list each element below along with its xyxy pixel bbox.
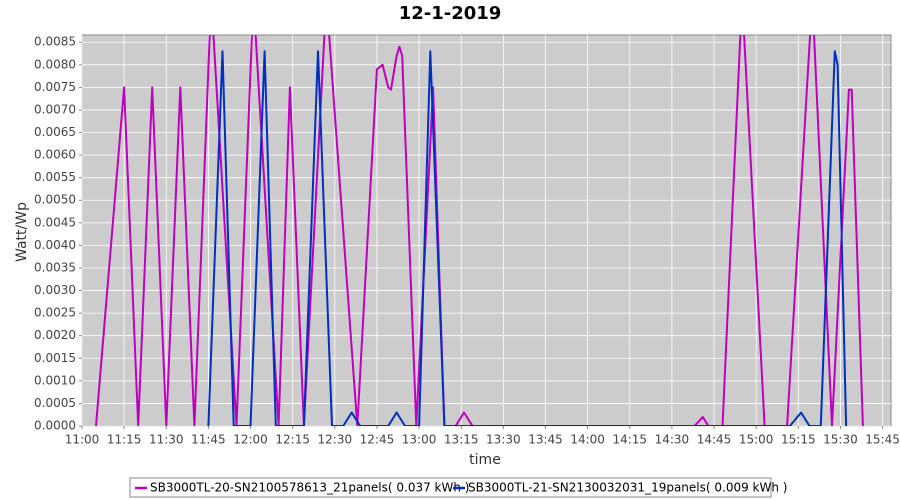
x-tick-label: 11:30: [149, 433, 184, 447]
x-tick-label: 13:00: [402, 433, 437, 447]
x-tick-label: 11:00: [65, 433, 100, 447]
x-tick-label: 13:15: [444, 433, 479, 447]
x-tick-label: 15:45: [865, 433, 900, 447]
y-tick-label: 0.0080: [34, 57, 76, 71]
y-tick-label: 0.0085: [34, 35, 76, 49]
x-tick-label: 12:00: [233, 433, 268, 447]
y-axis-label: Watt/Wp: [14, 202, 30, 262]
x-tick-label: 11:15: [107, 433, 142, 447]
series-line: [95, 35, 864, 426]
legend-label: SB3000TL-20-SN2100578613_21panels( 0.037…: [150, 481, 469, 495]
x-tick-label: 11:45: [191, 433, 226, 447]
x-tick-label: 12:30: [318, 433, 353, 447]
x-tick-label: 15:00: [739, 433, 774, 447]
y-tick-label: 0.0070: [34, 102, 76, 116]
x-tick-label: 14:00: [570, 433, 605, 447]
x-tick-label: 14:15: [612, 433, 647, 447]
x-tick-label: 14:30: [655, 433, 690, 447]
y-tick-label: 0.0065: [34, 125, 76, 139]
chart-title: 12-1-2019: [399, 3, 502, 24]
y-tick-label: 0.0060: [34, 148, 76, 162]
x-axis-label: time: [469, 452, 501, 468]
y-tick-label: 0.0010: [34, 373, 76, 387]
y-tick-label: 0.0025: [34, 306, 76, 320]
y-tick-label: 0.0005: [34, 396, 76, 410]
y-tick-label: 0.0035: [34, 260, 76, 274]
plot-area: [81, 34, 892, 427]
x-tick-label: 14:45: [697, 433, 732, 447]
y-tick-label: 0.0050: [34, 193, 76, 207]
x-tick-label: 15:15: [781, 433, 816, 447]
y-tick-label: 0.0015: [34, 351, 76, 365]
series-line: [207, 50, 848, 426]
x-tick-label: 15:30: [823, 433, 858, 447]
x-tick-label: 12:45: [360, 433, 395, 447]
legend: [129, 477, 772, 498]
x-tick-label: 13:30: [486, 433, 521, 447]
y-tick-label: 0.0020: [34, 328, 76, 342]
lines: [95, 35, 864, 426]
grid: [81, 35, 891, 427]
y-tick-label: 0.0030: [34, 283, 76, 297]
y-tick-label: 0.0075: [34, 80, 76, 94]
y-tick-label: 0.0045: [34, 215, 76, 229]
y-tick-label: 0.0040: [34, 238, 76, 252]
y-tick-label: 0.0000: [34, 419, 76, 433]
y-tick-label: 0.0055: [34, 170, 76, 184]
x-tick-label: 13:45: [528, 433, 563, 447]
legend-label: SB3000TL-21-SN2130032031_19panels( 0.009…: [468, 481, 787, 495]
x-tick-label: 12:15: [275, 433, 310, 447]
